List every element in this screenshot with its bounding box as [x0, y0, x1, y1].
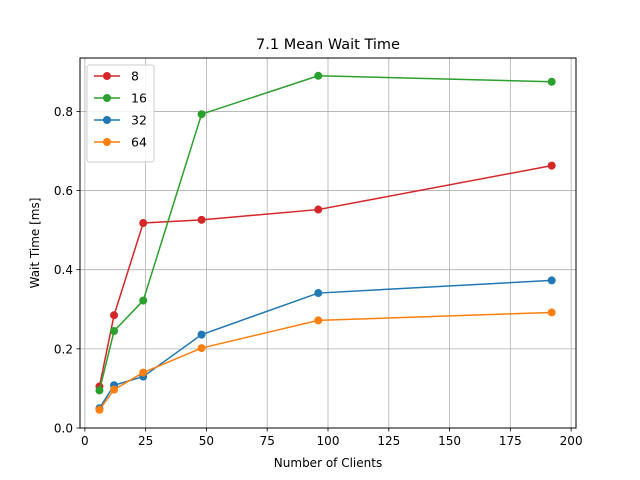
data-point-16: [197, 110, 206, 119]
legend-label: 16: [131, 91, 147, 106]
x-axis-ticks: 0 25 50 75 100 125 150 175 200: [81, 428, 583, 448]
y-tick-label: 0.8: [54, 105, 73, 119]
series-line-16: [98, 75, 552, 391]
data-point-8: [139, 219, 148, 228]
data-point-64: [95, 405, 104, 414]
x-tick-label: 200: [560, 434, 583, 448]
data-point-16: [314, 71, 323, 80]
y-tick-label: 0.4: [54, 263, 73, 277]
series-line-64: [98, 311, 552, 411]
y-axis-label: Wait Time [ms]: [28, 198, 42, 289]
data-point-64: [110, 385, 119, 394]
x-tick-label: 175: [499, 434, 522, 448]
x-tick-label: 150: [438, 434, 461, 448]
y-tick-label: 0.6: [54, 184, 73, 198]
data-point-16: [95, 386, 104, 395]
data-point-8: [110, 311, 119, 320]
data-point-64: [314, 316, 323, 325]
legend-marker: [103, 116, 111, 124]
x-axis-label: Number of Clients: [274, 456, 382, 470]
data-point-8: [197, 215, 206, 224]
x-tick-label: 0: [81, 434, 89, 448]
legend-box: [86, 64, 155, 163]
x-tick-label: 50: [199, 434, 214, 448]
y-tick-label: 0.2: [54, 342, 73, 356]
legend-marker: [103, 72, 111, 80]
data-point-64: [197, 344, 206, 353]
data-point-16: [139, 296, 148, 305]
legend-label: 32: [131, 113, 147, 128]
data-point-16: [547, 77, 556, 86]
series-64: [95, 308, 556, 414]
data-point-32: [547, 276, 556, 285]
legend-item-32: 32: [94, 113, 147, 128]
data-point-16: [110, 327, 119, 336]
x-tick-label: 100: [317, 434, 340, 448]
x-tick-label: 75: [260, 434, 275, 448]
data-point-8: [547, 161, 556, 170]
legend-label: 8: [131, 69, 139, 84]
data-point-8: [314, 205, 323, 214]
chart-title: 7.1 Mean Wait Time: [256, 37, 400, 53]
legend-item-8: 8: [94, 69, 139, 84]
y-axis-ticks: 0.0 0.2 0.4 0.6 0.8: [54, 105, 80, 436]
legend-marker: [103, 138, 111, 146]
series-line-8: [98, 164, 552, 387]
x-tick-label: 25: [138, 434, 153, 448]
data-point-32: [197, 330, 206, 339]
y-tick-label: 0.0: [54, 422, 73, 436]
series-16: [95, 71, 556, 395]
x-tick-label: 125: [377, 434, 400, 448]
legend-marker: [103, 94, 111, 102]
legend: 8 16 32 64: [86, 64, 155, 163]
legend-label: 64: [131, 135, 147, 150]
data-point-32: [314, 289, 323, 298]
data-point-64: [547, 308, 556, 317]
series-lines: [95, 71, 556, 414]
legend-item-16: 16: [94, 91, 147, 106]
data-point-64: [139, 368, 148, 377]
legend-item-64: 64: [94, 135, 147, 150]
